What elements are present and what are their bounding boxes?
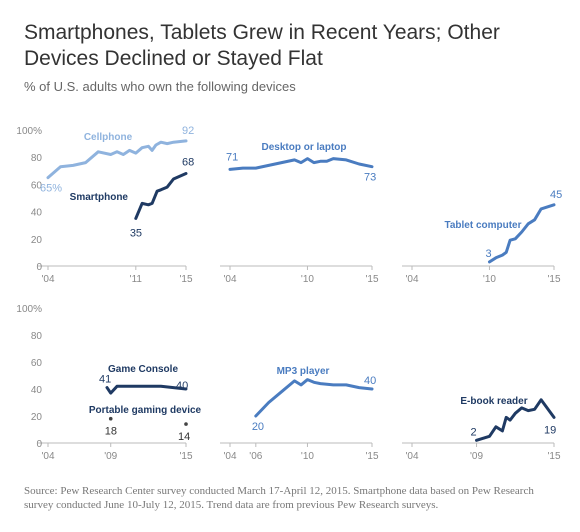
mp3-player-end-label: 40: [364, 375, 376, 387]
chart-subtitle: % of U.S. adults who own the following d…: [24, 79, 296, 94]
game-console-line: [105, 384, 188, 395]
x-tick-label: '15: [179, 274, 192, 285]
game-console-end-label: 40: [176, 380, 188, 392]
x-tick-label: '11: [130, 274, 143, 285]
portable-gaming-device-point: [184, 422, 188, 426]
x-tick-label: '09: [470, 451, 483, 462]
e-book-reader-end-label: 19: [544, 424, 556, 436]
portable-gaming-device-point: [108, 416, 113, 421]
desktop-or-laptop-start-label: 71: [226, 151, 238, 163]
x-tick-label: '15: [365, 274, 378, 285]
y-tick-label: 80: [31, 331, 43, 342]
desktop-or-laptop-end-label: 73: [364, 172, 376, 184]
portable-gaming-device-series-label: Portable gaming device: [89, 405, 202, 416]
x-tick-label: '04: [223, 274, 236, 285]
cellphone-start-label: 65%: [40, 183, 62, 195]
x-tick-label: '10: [301, 451, 314, 462]
source-note: Source: Pew Research Center survey condu…: [24, 485, 534, 511]
mp3-player-series-label: MP3 player: [277, 366, 330, 377]
tablet-computer-series-label: Tablet computer: [444, 220, 521, 231]
mp3-player-line: [254, 378, 374, 418]
smartphone-line: [134, 172, 188, 220]
tablet-computer-line: [488, 203, 556, 264]
y-tick-label: 0: [36, 262, 42, 273]
desktop-or-laptop-series-label: Desktop or laptop: [261, 142, 346, 153]
x-tick-label: '06: [249, 451, 262, 462]
cellphone-end-label: 92: [182, 125, 194, 137]
y-tick-label: 20: [31, 412, 43, 423]
x-tick-label: '15: [547, 274, 560, 285]
e-book-reader-series-label: E-book reader: [460, 396, 527, 407]
tablet-computer-start-label: 3: [485, 248, 491, 260]
x-tick-label: '04: [41, 451, 54, 462]
x-tick-label: '04: [223, 451, 236, 462]
x-tick-label: '09: [104, 451, 117, 462]
x-tick-label: '15: [179, 451, 192, 462]
y-tick-label: 20: [31, 235, 43, 246]
smartphone-end-label: 68: [182, 157, 194, 169]
y-tick-label: 100%: [16, 304, 42, 315]
x-tick-label: '10: [483, 274, 496, 285]
y-tick-label: 0: [36, 439, 42, 450]
y-tick-label: 60: [31, 180, 43, 191]
y-tick-label: 40: [31, 385, 43, 396]
y-tick-label: 100%: [16, 126, 42, 137]
x-tick-label: '04: [41, 274, 54, 285]
x-tick-label: '15: [547, 451, 560, 462]
portable-gaming-device-value-label: 18: [105, 426, 117, 438]
x-tick-label: '04: [405, 451, 418, 462]
game-console-series-label: Game Console: [108, 364, 178, 375]
cellphone-line: [46, 139, 188, 180]
x-tick-label: '15: [365, 451, 378, 462]
e-book-reader-start-label: 2: [471, 426, 477, 438]
game-console-start-label: 41: [99, 374, 111, 386]
mp3-player-start-label: 20: [252, 421, 264, 433]
x-tick-label: '04: [405, 274, 418, 285]
cellphone-series-label: Cellphone: [84, 132, 133, 143]
desktop-or-laptop-line: [228, 157, 374, 171]
portable-gaming-device-value-label: 14: [178, 431, 190, 443]
y-tick-label: 80: [31, 153, 43, 164]
tablet-computer-end-label: 45: [550, 189, 562, 201]
chart-title: Smartphones, Tablets Grew in Recent Year…: [24, 21, 500, 70]
smartphone-start-label: 35: [130, 227, 142, 239]
y-tick-label: 60: [31, 358, 43, 369]
e-book-reader-line: [475, 398, 556, 442]
smartphone-series-label: Smartphone: [70, 192, 129, 203]
y-tick-label: 40: [31, 208, 43, 219]
x-tick-label: '10: [301, 274, 314, 285]
